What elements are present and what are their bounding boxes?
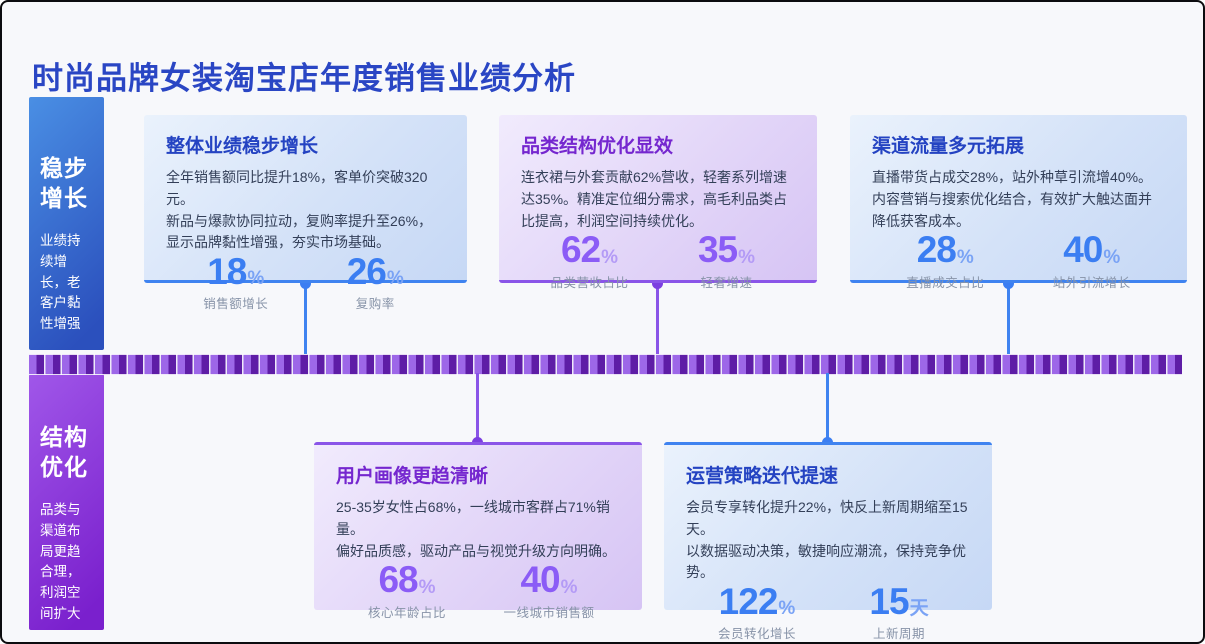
stat-suffix: %	[738, 246, 756, 268]
stat-suffix: %	[1103, 246, 1121, 268]
stat-value: 28%	[916, 229, 974, 271]
stat-sales-growth: 18% 销售额增长	[166, 251, 306, 312]
stat-suffix: %	[956, 246, 974, 268]
sidebar-section-title: 稳步增长	[40, 155, 88, 212]
stat-number: 122	[718, 581, 779, 623]
connector-dot-card2	[652, 278, 663, 289]
stat-suffix: 天	[909, 598, 929, 620]
stat-number: 62	[560, 229, 601, 271]
stat-value: 40%	[1063, 229, 1121, 271]
stat-value: 15 天	[869, 581, 929, 623]
sidebar-section-structure-optimization: 结构优化 品类与渠道布局更趋合理，利润空间扩大	[29, 374, 104, 630]
stat-number: 28	[916, 229, 957, 271]
stat-label: 复购率	[355, 297, 395, 312]
card-stats: 62% 品类营收占比 35% 轻奢增速	[521, 229, 795, 292]
stat-suffix: %	[778, 598, 796, 620]
card-operations-strategy: 运营策略迭代提速 会员专享转化提升22%，快反上新周期缩至15天。 以数据驱动决…	[664, 442, 992, 641]
page-title: 时尚品牌女装淘宝店年度销售业绩分析	[32, 60, 576, 96]
connector-line-card5	[826, 373, 829, 442]
stat-number: 18	[207, 251, 247, 293]
stat-suffix: %	[601, 246, 619, 268]
sidebar-section-desc: 业绩持续增长，老客户黏性增强	[40, 232, 81, 332]
stat-number: 40	[520, 559, 560, 601]
card-body: 会员专享转化提升22%，快反上新周期缩至15天。 以数据驱动决策，敏捷响应潮流，…	[686, 499, 968, 581]
card-stats: 28% 直播成交占比 40% 站外引流增长	[872, 229, 1166, 292]
stat-member-conversion-growth: 122% 会员转化增长	[686, 581, 828, 642]
stat-livestream-share: 28% 直播成交占比	[872, 229, 1019, 290]
stat-number: 68	[378, 559, 418, 601]
card-overall-performance: 整体业绩稳步增长 全年销售额同比提升18%，客单价突破320元。 新品与爆款协同…	[144, 115, 467, 311]
stat-suffix: %	[418, 576, 436, 598]
card-body: 25-35岁女性占68%，一线城市客群占71%销量。 偏好品质感，驱动产品与视觉…	[336, 499, 616, 559]
connector-dot-card1	[300, 278, 311, 289]
stat-label: 站外引流增长	[1052, 275, 1131, 290]
card-body: 连衣裙与外套贡献62%营收，轻奢系列增速达35%。精准定位细分需求，高毛利品类占…	[521, 169, 788, 229]
connector-line-card4	[476, 373, 479, 442]
stat-value: 62%	[560, 229, 619, 271]
connector-dot-card3	[1003, 278, 1014, 289]
stat-label: 一线城市销售额	[503, 605, 595, 620]
stat-category-revenue-share: 62% 品类营收占比	[521, 229, 658, 290]
stat-value: 68%	[378, 559, 436, 601]
connector-line-card1	[304, 283, 307, 354]
stat-value: 26%	[346, 251, 404, 293]
card-title: 品类结构优化显效	[521, 136, 674, 157]
card-stats: 68% 核心年龄占比 40% 一线城市销售额	[336, 559, 620, 622]
card-channel-traffic: 渠道流量多元拓展 直播带货占成交28%，站外种草引流增40%。 内容营销与搜索优…	[850, 115, 1187, 290]
stat-value: 35%	[697, 229, 756, 271]
card-title: 用户画像更趋清晰	[336, 466, 489, 487]
stat-label: 上新周期	[872, 627, 925, 642]
card-stats: 122% 会员转化增长 15 天 上新周期	[686, 581, 970, 642]
stat-suffix: %	[386, 268, 404, 290]
card-title: 运营策略迭代提速	[686, 466, 839, 487]
stat-number: 15	[869, 581, 909, 623]
stat-new-product-cycle: 15 天 上新周期	[828, 581, 970, 642]
stat-repurchase-rate: 26% 复购率	[306, 251, 446, 312]
card-title: 整体业绩稳步增长	[166, 136, 319, 157]
card-title: 渠道流量多元拓展	[872, 136, 1025, 157]
stat-label: 直播成交占比	[906, 275, 985, 290]
timeline-striped-bar	[29, 354, 1182, 375]
stat-label: 轻奢增速	[700, 275, 753, 290]
stat-tier1-city-sales: 40% 一线城市销售额	[478, 559, 620, 620]
stat-core-age-share: 68% 核心年龄占比	[336, 559, 478, 620]
sidebar-section-steady-growth: 稳步增长 业绩持续增长，老客户黏性增强	[29, 97, 104, 350]
sidebar-section-desc: 品类与渠道布局更趋合理，利润空间扩大	[40, 501, 81, 622]
stat-suffix: %	[247, 268, 265, 290]
stat-number: 26	[346, 251, 387, 293]
stat-number: 40	[1063, 229, 1103, 271]
stat-value: 40%	[520, 559, 578, 601]
card-body: 直播带货占成交28%，站外种草引流增40%。 内容营销与搜索优化结合，有效扩大触…	[872, 169, 1153, 229]
stat-number: 35	[697, 229, 738, 271]
connector-line-card2	[656, 283, 659, 354]
stat-label: 销售额增长	[203, 297, 269, 312]
stat-suffix: %	[560, 576, 578, 598]
card-category-structure: 品类结构优化显效 连衣裙与外套贡献62%营收，轻奢系列增速达35%。精准定位细分…	[499, 115, 817, 290]
card-stats: 18% 销售额增长 26% 复购率	[166, 251, 446, 314]
stat-label: 核心年龄占比	[367, 605, 446, 620]
connector-line-card3	[1007, 283, 1010, 354]
card-user-profile: 用户画像更趋清晰 25-35岁女性占68%，一线城市客群占71%销量。 偏好品质…	[314, 442, 642, 620]
card-body: 全年销售额同比提升18%，客单价突破320元。 新品与爆款协同拉动，复购率提升至…	[166, 169, 433, 251]
sidebar-section-title: 结构优化	[40, 424, 88, 481]
stat-label: 会员转化增长	[717, 627, 796, 642]
stat-offsite-traffic-growth: 40% 站外引流增长	[1019, 229, 1166, 290]
stat-label: 品类营收占比	[550, 275, 629, 290]
stat-light-luxury-growth: 35% 轻奢增速	[658, 229, 795, 290]
stat-value: 18%	[207, 251, 265, 293]
stat-value: 122%	[718, 581, 796, 623]
